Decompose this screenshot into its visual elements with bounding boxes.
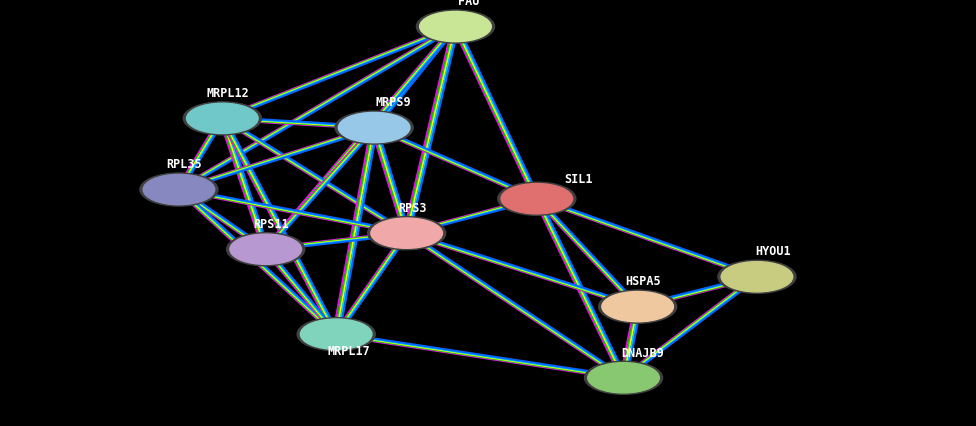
Circle shape bbox=[140, 174, 218, 207]
Text: FAU: FAU bbox=[458, 0, 479, 8]
Circle shape bbox=[186, 104, 258, 134]
Circle shape bbox=[588, 363, 660, 393]
Text: MRPL12: MRPL12 bbox=[206, 87, 249, 100]
Circle shape bbox=[598, 291, 676, 323]
Circle shape bbox=[297, 318, 375, 351]
Text: DNAJB9: DNAJB9 bbox=[622, 345, 665, 359]
Text: MRPL17: MRPL17 bbox=[328, 344, 371, 357]
Circle shape bbox=[602, 292, 673, 322]
Text: RPL35: RPL35 bbox=[167, 158, 202, 171]
Circle shape bbox=[183, 103, 262, 135]
Circle shape bbox=[585, 361, 663, 394]
Circle shape bbox=[501, 184, 573, 214]
Text: RPS11: RPS11 bbox=[254, 217, 289, 230]
Circle shape bbox=[301, 319, 372, 349]
Text: HSPA5: HSPA5 bbox=[626, 275, 661, 288]
Circle shape bbox=[230, 235, 302, 265]
Circle shape bbox=[368, 217, 446, 250]
Circle shape bbox=[718, 261, 796, 294]
Circle shape bbox=[143, 175, 215, 205]
Circle shape bbox=[335, 112, 413, 145]
Circle shape bbox=[371, 219, 442, 249]
Text: MRPS9: MRPS9 bbox=[376, 96, 412, 109]
Circle shape bbox=[226, 233, 305, 266]
Circle shape bbox=[721, 262, 793, 292]
Text: HYOU1: HYOU1 bbox=[755, 245, 791, 258]
Circle shape bbox=[339, 113, 410, 144]
Circle shape bbox=[498, 183, 576, 216]
Circle shape bbox=[420, 12, 491, 43]
Text: SIL1: SIL1 bbox=[564, 173, 592, 185]
Text: RPS3: RPS3 bbox=[398, 201, 427, 214]
Circle shape bbox=[417, 11, 495, 44]
